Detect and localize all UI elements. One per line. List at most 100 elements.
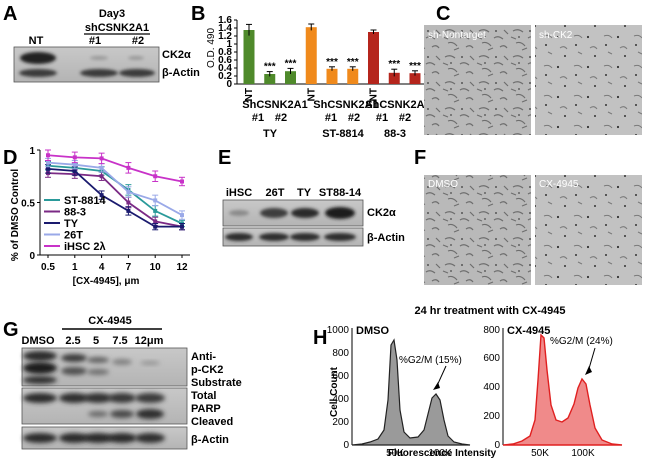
h-left-ytick-0: 0	[343, 440, 349, 451]
g-label-pck2: p-CK2	[191, 364, 223, 376]
panel-a: A Day3 shCSNK2A1 NT #1 #2 CK2α β-Actin	[3, 3, 200, 83]
chart-b-ytick-label: 1.2	[218, 31, 232, 42]
band-label-ck2: CK2α	[162, 49, 191, 61]
g-band	[87, 369, 109, 375]
chart-d-xtick-label: 7	[126, 262, 132, 273]
g-label-actin: β-Actin	[191, 434, 229, 446]
chart-d-marks	[45, 149, 185, 231]
significance-label: ***	[347, 57, 359, 68]
h-right-ytick-600: 600	[483, 353, 500, 364]
chart-b-ylabel: O.D. 490	[206, 28, 217, 68]
bar	[388, 72, 400, 84]
e-band-actin-ty	[290, 233, 320, 241]
chart-b-ytick-label: 0.4	[218, 63, 232, 74]
g-band	[83, 433, 113, 443]
group-ty-lane-2: #2	[275, 112, 287, 124]
series-point	[153, 198, 158, 203]
group-st-name: ST-8814	[322, 128, 364, 140]
g-label-cleaved: Cleaved	[191, 416, 233, 428]
e-band-ck2-26t	[260, 208, 288, 218]
series-point	[180, 224, 184, 229]
micrograph-label-cx4945: CX-4945	[539, 179, 579, 190]
group-ty-name: TY	[263, 128, 278, 140]
bar	[264, 74, 276, 84]
group-st-construct: ShCSNK2A1	[313, 99, 378, 111]
e-band-label-ck2: CK2α	[367, 207, 396, 219]
series-point	[99, 174, 104, 179]
panel-c-label: C	[436, 3, 450, 25]
micrograph-sh-nontarget	[424, 25, 531, 135]
group-883-construct: ShCSNK2A1	[365, 99, 430, 111]
g-label-anti: Anti-	[191, 351, 216, 363]
h-left-title: DMSO	[356, 325, 389, 337]
micrograph-label-ck2: sh-CK2	[539, 30, 573, 41]
panel-g-label: G	[3, 319, 19, 341]
series-point	[126, 190, 131, 194]
chart-d-xtick-label: 10	[150, 262, 162, 273]
h-left-ytick-200: 200	[332, 417, 349, 428]
h-left-ytick-400: 400	[332, 394, 349, 405]
chart-d-ytick-label: 0.5	[21, 199, 35, 210]
group-ty-construct: ShCSNK2A1	[242, 99, 307, 111]
chart-d-xtick-label: 0.5	[41, 262, 55, 273]
bar	[326, 68, 338, 84]
h-right-xtick-100k: 100K	[571, 448, 595, 459]
g-blot-parp	[21, 387, 188, 425]
series-point	[72, 162, 77, 167]
g-lane-7-5: 7.5	[112, 335, 127, 347]
series-point	[99, 193, 104, 198]
chart-b-ytick-label: 0	[226, 79, 232, 90]
h-right-ytick-800: 800	[483, 325, 500, 336]
lane-label-nt: NT	[29, 35, 44, 47]
panel-d-label: D	[3, 147, 17, 169]
g-label-substrate: Substrate	[191, 377, 242, 389]
micrograph-cx4945	[535, 175, 642, 285]
significance-label: ***	[388, 59, 400, 70]
significance-label: ***	[285, 58, 297, 69]
g-label-total: Total	[191, 390, 216, 402]
chart-b-ytick-label: 1.4	[218, 23, 232, 34]
group-883-lane-2: #2	[399, 112, 411, 124]
g-band	[23, 433, 57, 443]
series-point	[126, 208, 131, 213]
e-lane-ihsc: iHSC	[226, 187, 252, 199]
h-left-histogram	[351, 338, 471, 446]
e-band-ck2-ty	[291, 208, 319, 218]
g-band	[61, 354, 87, 362]
e-band-actin-st	[324, 233, 356, 241]
bar	[305, 27, 317, 84]
h-right-ytick-0: 0	[494, 440, 500, 451]
g-band	[140, 361, 160, 365]
g-band	[23, 376, 57, 384]
group-st-lane-2: #2	[348, 112, 360, 124]
e-band-actin-ihsc	[225, 233, 253, 241]
group-883-lane-1: #1	[376, 112, 388, 124]
band-label-actin: β-Actin	[162, 67, 200, 79]
g-lane-12: 12μm	[135, 335, 164, 347]
series-line	[47, 154, 183, 183]
chart-b-marks: NT *** *** NT *** *** NT *** ***	[243, 23, 421, 101]
g-band	[61, 367, 87, 375]
series-point	[153, 208, 158, 213]
h-right-xtick-50k: 50K	[531, 448, 549, 459]
bar	[409, 73, 421, 84]
chart-b-ytick-label: 0.2	[218, 71, 232, 82]
e-lane-26t: 26T	[266, 187, 285, 199]
h-xlabel: Fluorescence Intensity	[388, 448, 497, 459]
series-point	[180, 179, 184, 184]
chart-b-ytick-label: 1.6	[218, 15, 232, 26]
band-ck2-2	[128, 56, 144, 60]
g-band	[84, 393, 112, 403]
group-st-lane-1: #1	[325, 112, 337, 124]
chart-d-xtick-label: 12	[176, 262, 188, 273]
bar	[285, 71, 296, 84]
h-ylabel: Cell Count	[329, 366, 340, 417]
panel-b: B O.D. 490 00.20.40.60.811.21.41.6 NT ***…	[191, 3, 431, 140]
series-point	[153, 174, 158, 179]
h-left-annotation: %G2/M (15%)	[399, 355, 462, 366]
band-ck2-nt	[20, 52, 56, 64]
series-point	[72, 155, 77, 160]
chart-b-ytick-label: 1	[226, 39, 232, 50]
group-883-name: 88-3	[384, 128, 406, 140]
